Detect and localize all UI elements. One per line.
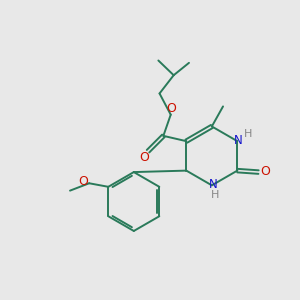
Text: O: O <box>167 102 176 115</box>
Text: O: O <box>260 165 270 178</box>
Text: H: H <box>211 190 220 200</box>
Text: N: N <box>208 178 217 191</box>
Text: O: O <box>140 151 149 164</box>
Text: N: N <box>234 134 243 147</box>
Text: H: H <box>244 129 253 139</box>
Text: O: O <box>78 175 88 188</box>
